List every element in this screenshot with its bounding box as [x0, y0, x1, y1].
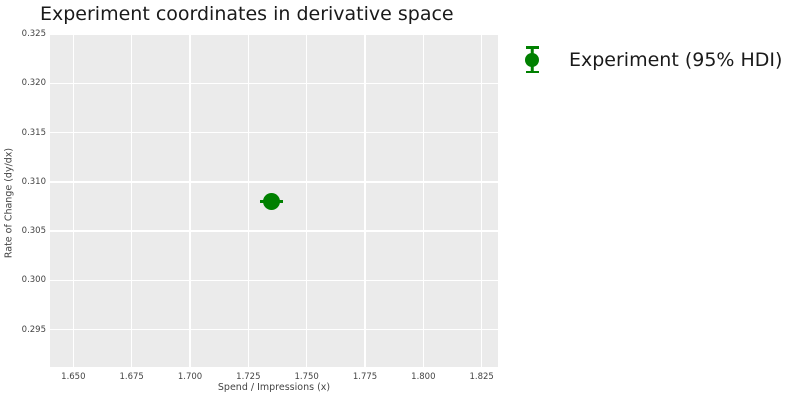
gridline-vertical	[130, 34, 133, 367]
gridline-horizontal	[50, 230, 498, 232]
gridline-vertical	[72, 34, 75, 367]
legend-marker-dot	[525, 52, 539, 67]
errorbar-marker-icon	[525, 46, 539, 73]
y-tick-label: 0.295	[21, 324, 46, 335]
x-axis-label: Spend / Impressions (x)	[217, 382, 331, 393]
y-tick-label: 0.315	[21, 127, 46, 138]
plot-area	[50, 33, 498, 367]
gridline-horizontal	[50, 82, 498, 84]
y-axis-label: Rate of Change (dy/dx)	[3, 147, 15, 259]
y-tick-label: 0.310	[21, 176, 46, 187]
x-tick-label: 1.775	[352, 372, 378, 382]
gridline-horizontal	[50, 279, 498, 282]
gridline-vertical	[247, 34, 250, 367]
legend-errorbar-cap-top	[525, 46, 539, 49]
x-tick-label: 1.800	[411, 372, 436, 382]
gridline-vertical	[480, 34, 483, 367]
x-tick-label: 1.750	[294, 372, 319, 382]
gridline-horizontal	[50, 328, 498, 331]
y-tick-label: 0.320	[21, 78, 46, 89]
y-tick-label: 0.325	[21, 29, 46, 39]
y-tick-label: 0.300	[21, 275, 46, 286]
gridline-vertical	[305, 34, 308, 367]
chart-title: Experiment coordinates in derivative spa…	[40, 3, 454, 25]
gridline-horizontal	[50, 181, 498, 183]
gridline-vertical	[189, 34, 191, 367]
x-tick-label: 1.825	[469, 372, 494, 382]
data-point-marker	[263, 192, 281, 210]
x-tick-label: 1.700	[177, 372, 203, 382]
legend: Experiment (95% HDI)	[525, 46, 782, 73]
gridline-horizontal	[50, 131, 498, 134]
legend-errorbar-cap-bottom	[525, 70, 539, 73]
gridline-vertical	[422, 34, 425, 367]
x-tick-label: 1.725	[236, 372, 261, 382]
x-tick-label: 1.675	[119, 372, 144, 382]
gridline-horizontal	[50, 33, 498, 35]
gridline-vertical	[364, 34, 366, 367]
y-tick-label: 0.305	[21, 226, 46, 237]
legend-label: Experiment (95% HDI)	[569, 48, 783, 71]
x-tick-label: 1.650	[61, 372, 86, 382]
